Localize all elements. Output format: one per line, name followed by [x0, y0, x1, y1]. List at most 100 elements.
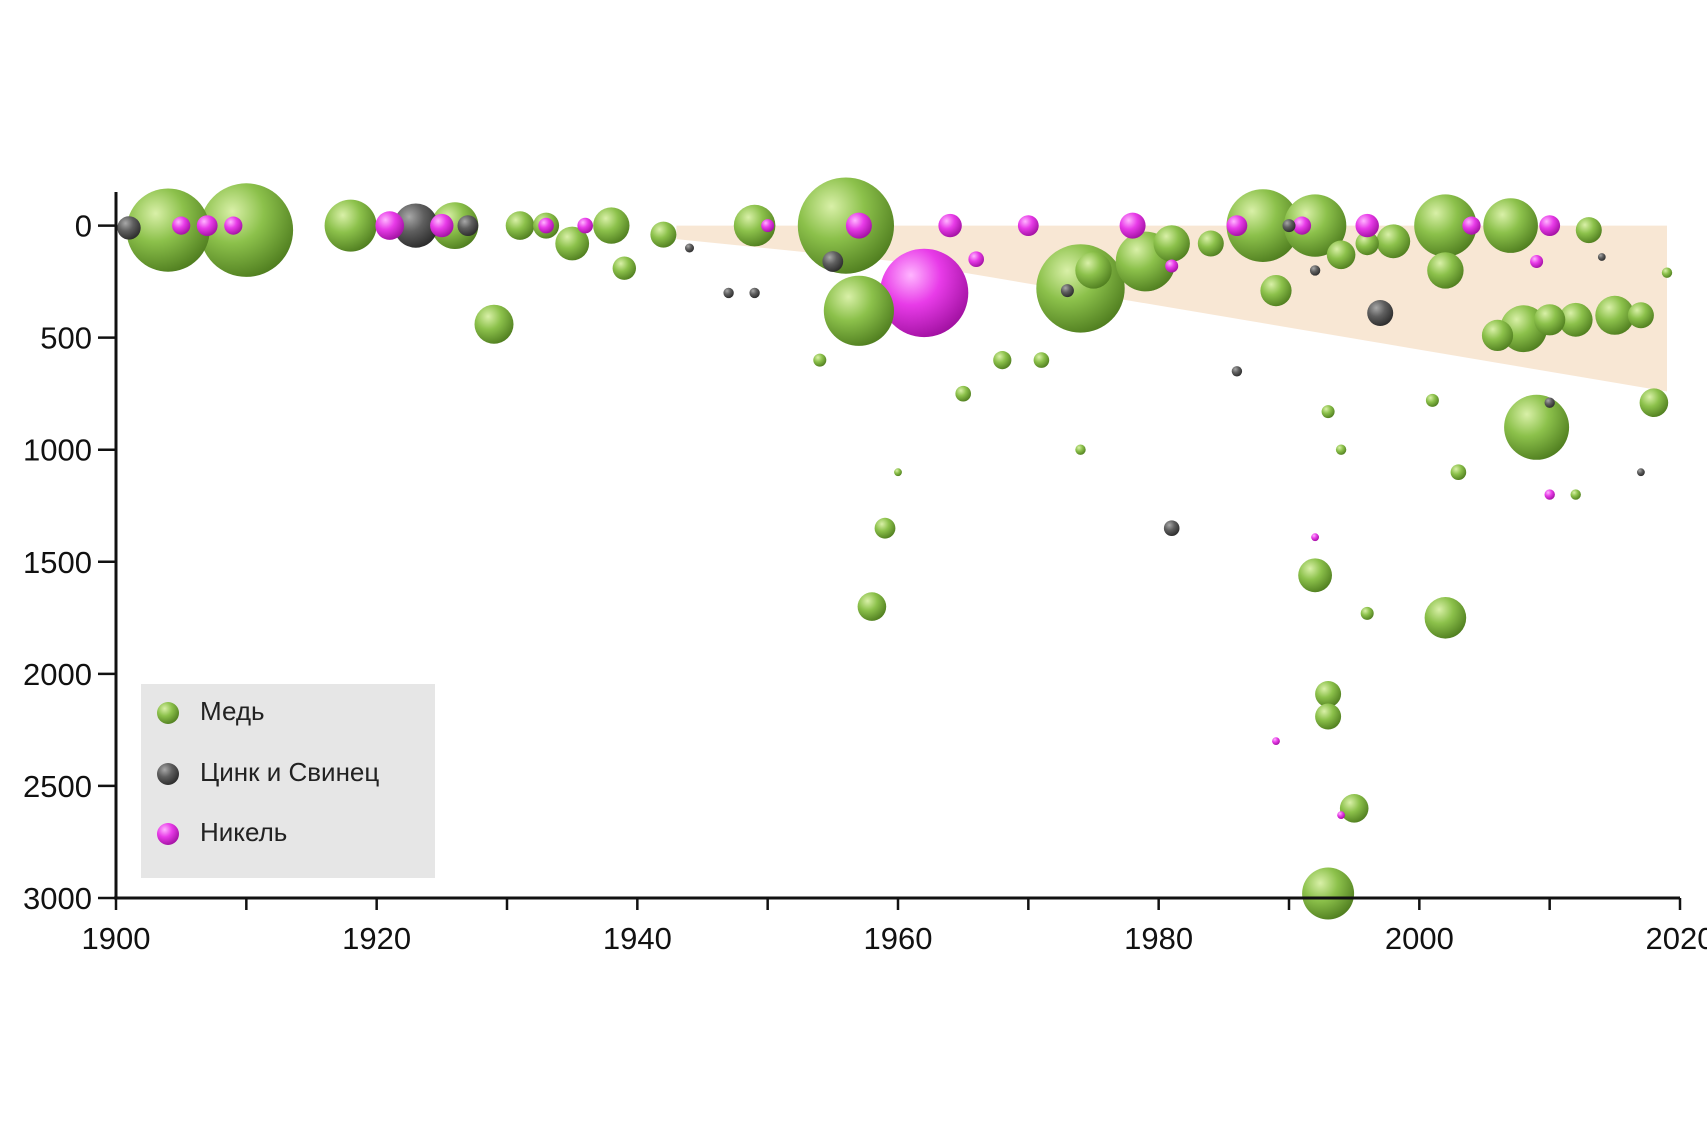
legend-label-zinc-lead: Цинк и Свинец	[200, 757, 379, 787]
bubble-med-52	[1595, 295, 1635, 335]
legend-label-nickel: Никель	[200, 817, 287, 847]
bubble-med-18	[955, 385, 971, 402]
bubble-med-53	[1627, 302, 1654, 329]
bubble-med-42	[1321, 405, 1335, 419]
bubble-med-21	[1036, 244, 1125, 333]
bubble-nickel-2	[224, 216, 243, 235]
bubble-med-2	[324, 199, 377, 252]
bubble-med-28	[1260, 275, 1292, 307]
bubble-zinc-lead-3	[723, 287, 734, 299]
bubble-zinc-lead-10	[1367, 300, 1394, 326]
bubble-med-4	[474, 304, 514, 344]
bubble-med-47	[1504, 394, 1570, 460]
bubble-med-17	[894, 468, 902, 477]
bubble-nickel-0	[172, 216, 191, 235]
bubble-med-24	[1153, 225, 1190, 262]
y-tick-label-1500: 1500	[23, 545, 92, 580]
bubble-nickel-12	[1017, 215, 1039, 237]
y-tick-label-2000: 2000	[23, 657, 92, 692]
bubble-med-57	[1570, 489, 1581, 500]
bubble-med-34	[1427, 252, 1464, 289]
x-axis-ticks: 1900 1920 1940 1960 1980 2000 2020	[82, 898, 1707, 956]
bubble-med-25	[1197, 230, 1224, 257]
bubble-med-40	[1302, 867, 1355, 920]
bubble-nickel-20	[1272, 737, 1280, 745]
legend-swatch-med	[157, 702, 179, 724]
bubble-zinc-lead-1	[393, 203, 438, 248]
bubble-med-55	[1575, 217, 1602, 244]
bubble-zinc-lead-14	[1597, 253, 1606, 261]
bubble-med-11	[733, 204, 776, 247]
y-tick-label-2500: 2500	[23, 769, 92, 804]
legend: Медь Цинк и Свинец Никель	[141, 684, 435, 878]
bubble-med-41	[1360, 606, 1374, 620]
legend-box	[141, 684, 435, 878]
bubble-zinc-lead-0	[117, 216, 141, 240]
x-tick-label-1980: 1980	[1124, 921, 1193, 956]
bubble-med-19	[993, 351, 1012, 370]
bubble-zinc-lead-5	[685, 243, 694, 253]
legend-swatch-nickel	[157, 823, 179, 845]
bubble-med-50	[1534, 304, 1566, 336]
bubble-med-32	[1376, 224, 1411, 259]
bubble-med-14	[813, 353, 827, 367]
bubble-med-30	[1326, 240, 1356, 270]
bubble-med-9	[612, 256, 636, 280]
bubble-nickel-21	[1311, 533, 1319, 542]
bubble-nickel-8	[845, 212, 872, 239]
bubble-med-1	[199, 183, 294, 277]
bubble-nickel-4	[430, 213, 454, 238]
bubble-med-20	[1033, 352, 1050, 368]
bubble-nickel-9	[879, 248, 969, 338]
bubble-nickel-23	[1544, 489, 1555, 500]
bubble-med-29	[1283, 194, 1347, 257]
bubble-nickel-18	[1462, 216, 1481, 235]
bubble-zinc-lead-8	[1163, 520, 1180, 536]
bubble-nickel-22	[1337, 811, 1345, 819]
bubble-med-16	[874, 517, 896, 539]
bubble-med-48	[1481, 319, 1514, 351]
bubble-med-8	[593, 207, 630, 244]
bubble-nickel-19	[1539, 215, 1561, 237]
bubble-nickel-3	[375, 211, 405, 240]
bubble-zinc-lead-6	[822, 251, 844, 272]
bubble-med-44	[1424, 597, 1467, 639]
legend-swatch-zinc-lead	[157, 763, 179, 785]
bubble-nickel-5	[538, 217, 554, 234]
bubble-med-51	[1558, 302, 1593, 337]
bubble-nickel-16	[1292, 216, 1312, 235]
y-tick-label-500: 500	[40, 321, 92, 356]
y-tick-label-1000: 1000	[23, 433, 92, 468]
bubble-med-45	[1450, 464, 1467, 481]
x-tick-label-2000: 2000	[1385, 921, 1454, 956]
bubble-med-46	[1483, 198, 1538, 253]
bubble-zinc-lead-4	[749, 287, 760, 299]
legend-label-med: Медь	[200, 696, 265, 726]
bubble-zinc-lead-11	[1231, 366, 1243, 377]
bubble-med-13	[823, 275, 895, 346]
x-tick-label-1920: 1920	[342, 921, 411, 956]
bubble-med-5	[505, 211, 535, 240]
y-axis-ticks: 0 500 1000 1500 2000 2500 3000	[23, 209, 116, 916]
x-tick-label-1900: 1900	[82, 921, 151, 956]
bubble-med-0	[126, 188, 210, 272]
bubble-zinc-lead-15	[1309, 265, 1321, 276]
bubble-nickel-17	[1355, 213, 1379, 238]
bubble-zinc-lead-2	[457, 215, 479, 237]
bubble-med-39	[1339, 794, 1369, 823]
bubble-med-22	[1075, 252, 1112, 289]
bubble-nickel-24	[1530, 255, 1544, 268]
bubble-nickel-15	[1226, 215, 1248, 237]
bubble-med-36	[1298, 558, 1332, 593]
bubble-zinc-lead-12	[1544, 397, 1555, 408]
x-tick-label-1960: 1960	[864, 921, 933, 956]
bubble-med-37	[1315, 681, 1342, 707]
bubble-zinc-lead-13	[1637, 468, 1645, 477]
bubble-med-15	[857, 592, 887, 621]
bubble-med-56	[1661, 267, 1673, 278]
bubble-nickel-13	[1119, 212, 1146, 239]
bubble-med-38	[1315, 703, 1342, 730]
x-tick-label-2020: 2020	[1646, 921, 1707, 956]
bubble-med-27	[1226, 189, 1300, 262]
